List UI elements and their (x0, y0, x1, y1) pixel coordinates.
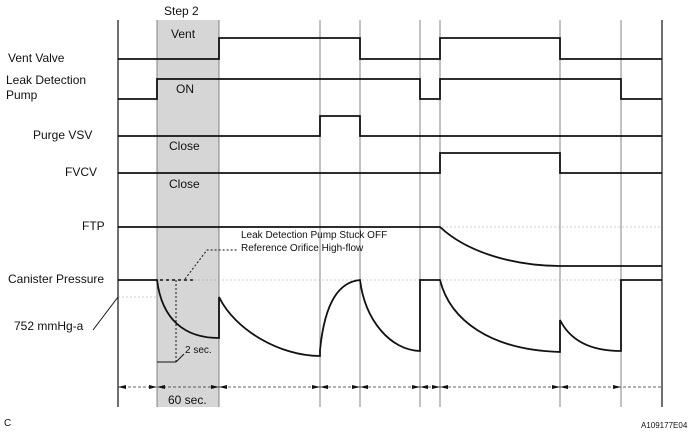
vent-state: Vent (171, 27, 196, 41)
fvcv-label: FVCV (65, 165, 98, 179)
leak-pump-label-2: Pump (6, 88, 38, 102)
canister-pressure-label: Canister Pressure (8, 272, 105, 286)
ftp-label: FTP (82, 219, 105, 233)
annotation-line2: Reference Orifice High-flow (241, 243, 364, 254)
time-gridlines (156, 20, 622, 407)
pressure-ref-label: 752 mmHg-a (14, 319, 84, 333)
leak-pump-label-1: Leak Detection (6, 73, 87, 87)
vent-valve-label: Vent Valve (8, 51, 65, 65)
step2-shade (157, 20, 219, 407)
leak-pump-trace (118, 78, 662, 100)
purge-vsv-label: Purge VSV (33, 128, 93, 142)
time-2s-label: 2 sec. (185, 345, 212, 356)
canister-pressure-trace (118, 279, 662, 357)
purge-vsv-trace (118, 115, 662, 137)
step-label: Step 2 (164, 4, 199, 18)
vent-valve-trace (118, 37, 662, 60)
annotations (92, 249, 237, 363)
arrow-heads (118, 385, 621, 389)
fvcv-trace (118, 152, 662, 174)
purge-close-state: Close (169, 139, 200, 153)
corner-label: C (4, 418, 12, 429)
time-60s-label: 60 sec. (168, 393, 207, 407)
ftp-trace (118, 226, 662, 267)
on-state: ON (176, 82, 194, 96)
figure-id: A109177E04 (641, 421, 688, 430)
annotation-line1: Leak Detection Pump Stuck OFF (241, 230, 388, 241)
fvcv-close-state: Close (169, 177, 200, 191)
